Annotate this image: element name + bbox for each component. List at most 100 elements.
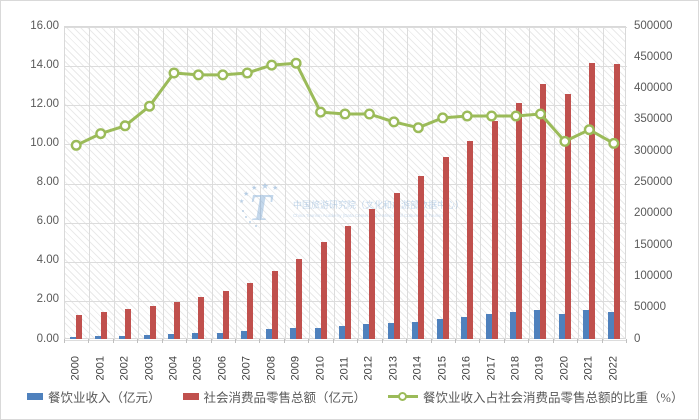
bar-retail-total-2014 (418, 175, 425, 339)
gridline-vertical (455, 27, 457, 340)
bar-retail-total-2000 (76, 314, 83, 339)
gridline-vertical (382, 27, 384, 340)
x-axis-tick-mark (577, 339, 579, 343)
x-axis-year-label: 2008 (265, 356, 278, 381)
x-axis-tick-mark (308, 339, 310, 343)
x-axis-year-label: 2011 (338, 356, 351, 381)
y-axis-right-tick-label: 150000 (634, 238, 673, 251)
x-axis-tick-mark (528, 339, 530, 343)
bar-retail-total-2017 (491, 121, 498, 339)
x-axis-tick-mark (88, 339, 90, 343)
bar-retail-total-2005 (198, 296, 205, 339)
bar-retail-total-2021 (589, 62, 596, 339)
bar-restaurant-income-2017 (485, 314, 492, 339)
bar-restaurant-income-2004 (167, 334, 174, 339)
x-axis-year-label: 2010 (314, 356, 327, 381)
bar-restaurant-income-2013 (387, 323, 394, 339)
bar-retail-total-2011 (345, 225, 351, 339)
x-axis-year-label: 2021 (582, 356, 595, 381)
y-axis-left-tick-label: 16.00 (30, 19, 59, 32)
gridline-vertical (480, 27, 482, 340)
x-axis-tick-mark (161, 339, 163, 343)
gridline-vertical (407, 27, 409, 340)
gridline-horizontal (65, 222, 627, 224)
x-axis-year-label: 2013 (387, 356, 400, 381)
x-axis-year-label: 2020 (558, 356, 571, 381)
bar-retail-total-2003 (149, 306, 156, 339)
x-axis-tick-mark (112, 339, 114, 343)
x-axis-year-label: 2022 (607, 356, 620, 381)
y-axis-right-tick-label: 100000 (634, 269, 673, 282)
gridline-vertical (236, 27, 238, 340)
gridline-horizontal (65, 27, 627, 28)
x-axis-year-label: 2018 (509, 356, 522, 381)
y-axis-right-tick-label: 200000 (634, 207, 673, 220)
bar-retail-total-2018 (516, 102, 523, 339)
bar-retail-total-2020 (564, 93, 571, 339)
gridline-vertical (431, 27, 433, 340)
x-axis-year-label: 2012 (362, 356, 375, 381)
y-axis-left-tick-label: 12.00 (30, 97, 59, 110)
blue-bar-swatch-icon (27, 393, 43, 400)
gridline-vertical (553, 27, 555, 340)
gridline-vertical (162, 27, 164, 340)
bar-restaurant-income-2010 (314, 327, 321, 339)
x-axis-tick-mark (210, 339, 212, 343)
x-axis-year-label: 2014 (411, 356, 424, 381)
gridline-horizontal (65, 340, 627, 341)
x-axis-year-label: 2016 (460, 356, 473, 381)
x-axis-year-label: 2017 (485, 356, 498, 381)
gridline-vertical (187, 27, 189, 340)
bar-retail-total-2016 (467, 140, 474, 339)
bar-restaurant-income-2022 (607, 311, 614, 339)
bar-retail-total-2006 (222, 291, 229, 339)
y-axis-left-tick-label: 2.00 (36, 293, 59, 306)
gridline-vertical (309, 27, 311, 340)
bar-restaurant-income-2014 (412, 321, 419, 339)
legend-item-restaurant-income: 餐饮业收入（亿元） (27, 387, 161, 406)
x-axis-tick-mark (406, 339, 408, 343)
bar-retail-total-2008 (271, 271, 278, 339)
x-axis-year-label: 2019 (533, 356, 546, 381)
bar-restaurant-income-2009 (290, 327, 297, 339)
x-axis-year-label: 2015 (436, 356, 449, 381)
bar-restaurant-income-2002 (119, 335, 126, 339)
gridline-vertical (138, 27, 140, 340)
gridline-vertical (358, 27, 360, 340)
x-axis-year-label: 2005 (191, 356, 204, 381)
x-axis-tick-mark (626, 339, 627, 343)
x-axis-tick-mark (186, 339, 188, 343)
bar-retail-total-2015 (442, 157, 449, 339)
x-axis-tick-mark (357, 339, 359, 343)
bar-restaurant-income-2015 (436, 318, 443, 339)
x-axis-tick-mark (430, 339, 432, 343)
bar-retail-total-2019 (540, 83, 547, 339)
x-axis-year-label: 2004 (167, 356, 180, 381)
bar-retail-total-2013 (393, 192, 400, 339)
bar-restaurant-income-2021 (583, 309, 590, 339)
x-axis-tick-mark (381, 339, 383, 343)
bar-restaurant-income-2012 (363, 324, 370, 339)
x-axis-tick-mark (137, 339, 139, 343)
bar-restaurant-income-2019 (534, 309, 541, 339)
x-axis-year-label: 2006 (216, 356, 229, 381)
green-line-marker-icon (388, 392, 419, 401)
y-axis-left-tick-label: 4.00 (36, 254, 59, 267)
y-axis-left-tick-label: 6.00 (36, 215, 59, 228)
x-axis-year-label: 2002 (118, 356, 131, 381)
legend-label-restaurant-income: 餐饮业收入（亿元） (48, 391, 161, 405)
x-axis-tick-mark (283, 339, 285, 343)
bar-restaurant-income-2018 (510, 312, 517, 339)
bar-retail-total-2010 (320, 242, 327, 339)
y-axis-left-tick-label: 0.00 (36, 332, 59, 345)
gridline-horizontal (65, 66, 627, 68)
x-axis-tick-mark (479, 339, 481, 343)
gridline-vertical (89, 27, 91, 340)
x-axis-tick-mark (332, 339, 334, 343)
bar-retail-total-2012 (369, 209, 376, 339)
gridline-vertical (211, 27, 213, 340)
x-axis-tick-mark (259, 339, 261, 343)
gridline-vertical (260, 27, 262, 340)
legend-label-ratio: 餐饮业收入占社会消费品零售总额的比重（%） (423, 391, 684, 405)
